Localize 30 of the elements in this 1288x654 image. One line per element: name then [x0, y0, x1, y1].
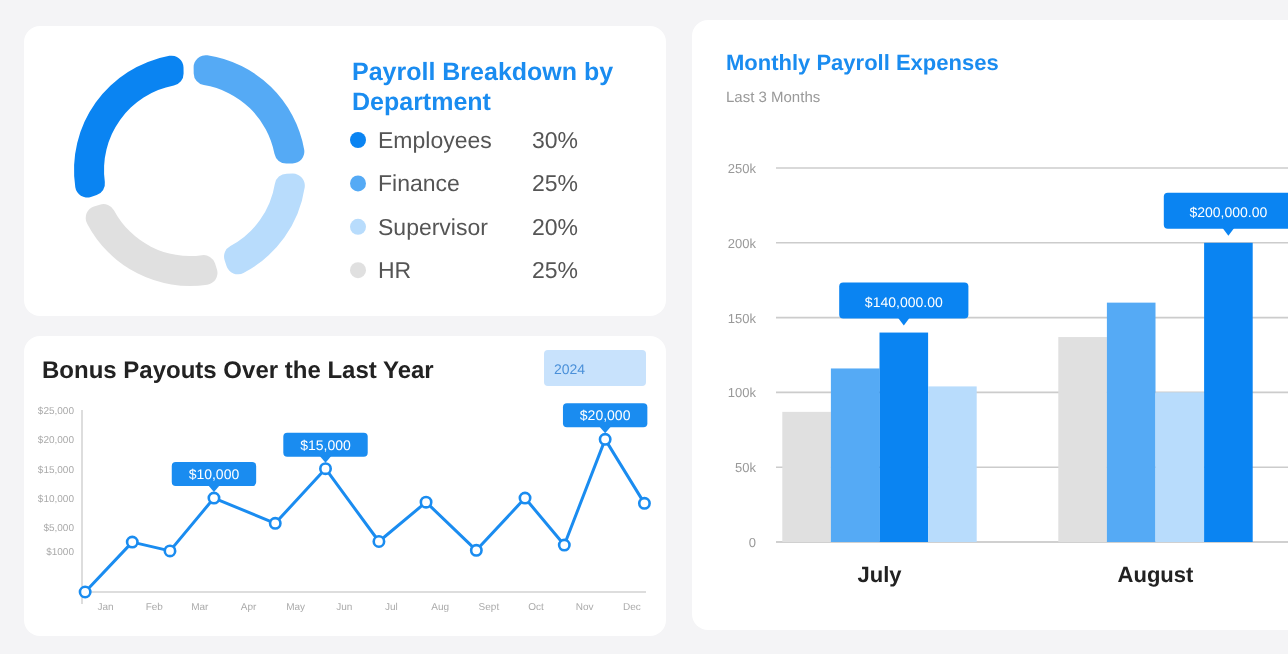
- point: [268, 516, 282, 530]
- point: [125, 535, 139, 549]
- chart-title: Monthly Payroll Expenses: [726, 52, 999, 76]
- legend-label: HR: [378, 260, 412, 285]
- bar: [782, 411, 831, 542]
- legend-label: Supervisor: [378, 216, 489, 241]
- x-tick-label: August: [1117, 564, 1195, 588]
- data-label: 20%: [532, 216, 579, 241]
- bar: [1106, 302, 1156, 542]
- chart-title: Bonus Payouts Over the Last Year: [42, 356, 435, 384]
- data-label: 25%: [532, 173, 579, 198]
- point: [557, 538, 571, 552]
- text: Payroll Breakdown by Department: [352, 58, 614, 116]
- data-label: 30%: [532, 130, 579, 154]
- point: [518, 491, 532, 505]
- legend-label: Finance: [378, 173, 460, 198]
- point: [598, 432, 612, 446]
- legend-label: Employees: [378, 130, 493, 154]
- point: [372, 535, 386, 549]
- point: [163, 544, 177, 558]
- data-label: 25%: [532, 260, 579, 285]
- point: [78, 585, 92, 599]
- point: [207, 491, 221, 505]
- point: [419, 495, 433, 509]
- x-tick-label: July: [857, 564, 904, 588]
- point: [319, 462, 333, 476]
- point: [469, 543, 483, 557]
- bar: [1058, 337, 1107, 542]
- bar: [830, 368, 880, 542]
- point: [637, 496, 651, 510]
